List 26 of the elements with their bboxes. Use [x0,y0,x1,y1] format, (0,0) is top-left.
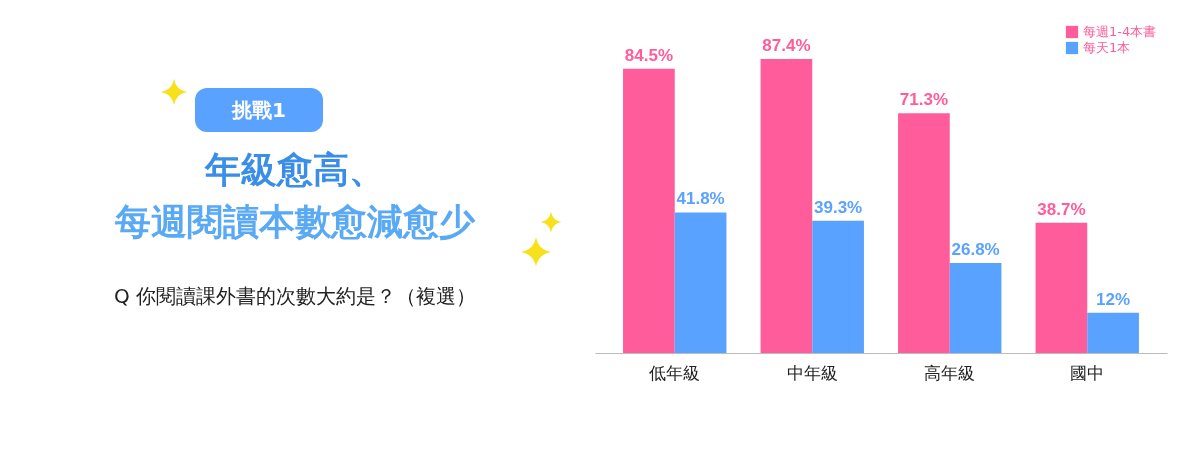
data-label: 26.8% [951,239,1000,259]
x-tick-label: 高年級 [924,362,976,383]
bar [674,212,727,353]
bar [812,220,864,353]
bar [760,59,813,353]
bar [898,113,950,353]
x-tick-label: 國中 [1070,362,1105,383]
bar [1087,312,1139,353]
data-label: 12% [1096,289,1131,309]
data-label: 38.7% [1037,199,1086,219]
bar [1035,222,1088,353]
bar [623,68,675,353]
text: 挑戰1 [195,88,323,132]
text: 每週閱讀本數愈減愈少 [114,200,477,244]
data-label: 39.3% [813,197,863,217]
text: 年級愈高、 [203,148,386,192]
data-label: 84.5% [624,45,674,65]
data-label: 87.4% [762,36,811,56]
legend-label: 每週1-4本書 [1083,24,1157,39]
x-tick-label: 低年級 [649,362,701,383]
bar [949,262,1002,353]
data-label: 71.3% [899,90,949,110]
text: Q 你閱讀課外書的次數大約是？（複選） [112,283,478,310]
x-tick-label: 中年級 [786,362,838,383]
data-label: 41.8% [676,189,725,209]
legend-label: 每天1本 [1083,40,1131,55]
